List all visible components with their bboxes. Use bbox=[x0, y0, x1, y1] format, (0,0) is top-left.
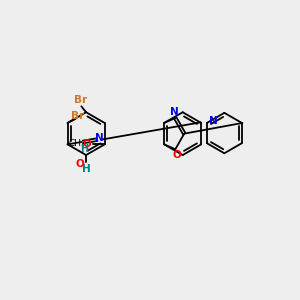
Text: N: N bbox=[209, 116, 218, 127]
Text: H: H bbox=[82, 164, 91, 174]
Text: O: O bbox=[82, 139, 91, 149]
Text: N: N bbox=[95, 133, 104, 143]
Text: H: H bbox=[80, 143, 88, 154]
Text: N: N bbox=[170, 107, 178, 117]
Text: O: O bbox=[76, 159, 85, 169]
Text: CH₃: CH₃ bbox=[69, 139, 85, 148]
Text: Br: Br bbox=[71, 111, 85, 122]
Text: O: O bbox=[172, 150, 181, 160]
Text: Br: Br bbox=[74, 95, 87, 105]
